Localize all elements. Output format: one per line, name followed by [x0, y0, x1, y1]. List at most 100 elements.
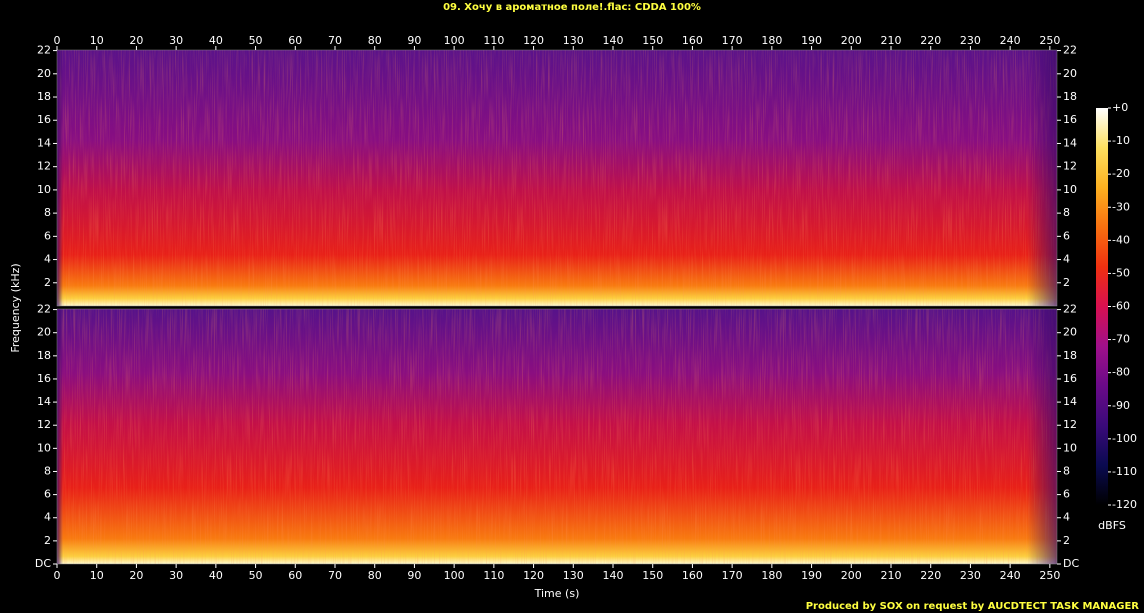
x-tick-label-top: 70	[328, 34, 342, 47]
y-tick-label: 16	[37, 372, 51, 385]
x-tick-label-top: 40	[209, 34, 223, 47]
y-tick-label-right: 12	[1063, 160, 1077, 173]
colorbar-tick-label: -10	[1112, 134, 1130, 147]
y-tick-label-right: 18	[1063, 90, 1077, 103]
y-tick-label-right: 14	[1063, 136, 1077, 149]
y-tick-label: 18	[37, 90, 51, 103]
x-tick-label: 70	[328, 569, 342, 582]
x-tick-label: 220	[920, 569, 941, 582]
y-tick-label-right: DC	[1063, 557, 1079, 570]
x-tick-label-top: 130	[563, 34, 584, 47]
x-tick-label: 150	[642, 569, 663, 582]
colorbar-tick-label: -20	[1112, 167, 1130, 180]
x-tick-label: 140	[602, 569, 623, 582]
y-tick-label-right: 10	[1063, 441, 1077, 454]
y-tick-label: 20	[37, 326, 51, 339]
y-tick-label-right: 4	[1063, 511, 1070, 524]
x-tick-label-top: 80	[368, 34, 382, 47]
plot-frame	[56, 49, 1058, 307]
y-tick-label: 18	[37, 349, 51, 362]
x-tick-label: 240	[1000, 569, 1021, 582]
y-tick-label-right: 6	[1063, 229, 1070, 242]
y-tick-label: 2	[44, 276, 51, 289]
plot-frame	[56, 308, 1058, 565]
colorbar-label: dBFS	[1098, 519, 1126, 532]
x-tick-label-top: 180	[761, 34, 782, 47]
colorbar-tick-label: -90	[1112, 399, 1130, 412]
y-tick-label: 20	[37, 67, 51, 80]
y-tick-label-right: 20	[1063, 67, 1077, 80]
y-tick-label-right: 14	[1063, 395, 1077, 408]
y-tick-label-right: 2	[1063, 276, 1070, 289]
y-tick-label: 6	[44, 488, 51, 501]
y-tick-label: 10	[37, 183, 51, 196]
x-tick-label: 190	[801, 569, 822, 582]
y-tick-label-right: 4	[1063, 253, 1070, 266]
y-tick-label: 16	[37, 113, 51, 126]
colorbar-tick-label: -30	[1112, 200, 1130, 213]
x-tick-label: 60	[288, 569, 302, 582]
colorbar-tick-label: -80	[1112, 366, 1130, 379]
colorbar-tick-label: +0	[1112, 101, 1128, 114]
y-axis-label: Frequency (kHz)	[9, 263, 22, 352]
y-tick-label: DC	[35, 557, 51, 570]
x-tick-label-top: 150	[642, 34, 663, 47]
x-tick-label-top: 230	[960, 34, 981, 47]
y-tick-label: 4	[44, 511, 51, 524]
y-tick-label: 6	[44, 229, 51, 242]
y-tick-label-right: 22	[1063, 44, 1077, 57]
x-tick-label: 50	[249, 569, 263, 582]
x-tick-label: 100	[444, 569, 465, 582]
colorbar-tick-label: -40	[1112, 233, 1130, 246]
x-tick-label-top: 20	[129, 34, 143, 47]
x-tick-label: 40	[209, 569, 223, 582]
x-tick-label-top: 140	[602, 34, 623, 47]
y-tick-label-right: 20	[1063, 326, 1077, 339]
y-tick-label-right: 16	[1063, 372, 1077, 385]
x-tick-label-top: 210	[880, 34, 901, 47]
x-tick-label: 230	[960, 569, 981, 582]
y-tick-label: 10	[37, 441, 51, 454]
x-tick-label-top: 120	[523, 34, 544, 47]
y-tick-label-right: 10	[1063, 183, 1077, 196]
y-tick-label: 14	[37, 395, 51, 408]
x-tick-label: 180	[761, 569, 782, 582]
x-tick-label-top: 220	[920, 34, 941, 47]
x-tick-label: 0	[54, 569, 61, 582]
x-tick-label: 170	[722, 569, 743, 582]
y-tick-label-right: 18	[1063, 349, 1077, 362]
y-tick-label: 4	[44, 253, 51, 266]
colorbar-tick-label: -100	[1112, 432, 1137, 445]
y-tick-label-right: 16	[1063, 113, 1077, 126]
x-axis-label: Time (s)	[534, 587, 580, 600]
x-tick-label: 200	[841, 569, 862, 582]
colorbar-tick-label: -120	[1112, 498, 1137, 511]
y-tick-label: 14	[37, 136, 51, 149]
x-tick-label: 120	[523, 569, 544, 582]
x-tick-label-top: 50	[249, 34, 263, 47]
x-tick-label-top: 90	[407, 34, 421, 47]
x-tick-label-top: 100	[444, 34, 465, 47]
x-tick-label: 250	[1039, 569, 1060, 582]
x-tick-label-top: 110	[483, 34, 504, 47]
spectrogram-edge	[57, 50, 1057, 306]
x-tick-label-top: 10	[90, 34, 104, 47]
x-tick-label-top: 160	[682, 34, 703, 47]
x-tick-label-top: 250	[1039, 34, 1060, 47]
colorbar-tick-label: -50	[1112, 266, 1130, 279]
x-tick-label: 80	[368, 569, 382, 582]
x-tick-label: 110	[483, 569, 504, 582]
y-tick-label-right: 8	[1063, 464, 1070, 477]
y-tick-label: 12	[37, 160, 51, 173]
colorbar-tick-label: -60	[1112, 300, 1130, 313]
y-tick-label: 22	[37, 303, 51, 316]
x-tick-label: 130	[563, 569, 584, 582]
y-tick-label: 2	[44, 534, 51, 547]
x-tick-label: 30	[169, 569, 183, 582]
colorbar-tick-label: -110	[1112, 465, 1137, 478]
x-tick-label-top: 200	[841, 34, 862, 47]
x-tick-label: 20	[129, 569, 143, 582]
x-tick-label: 10	[90, 569, 104, 582]
